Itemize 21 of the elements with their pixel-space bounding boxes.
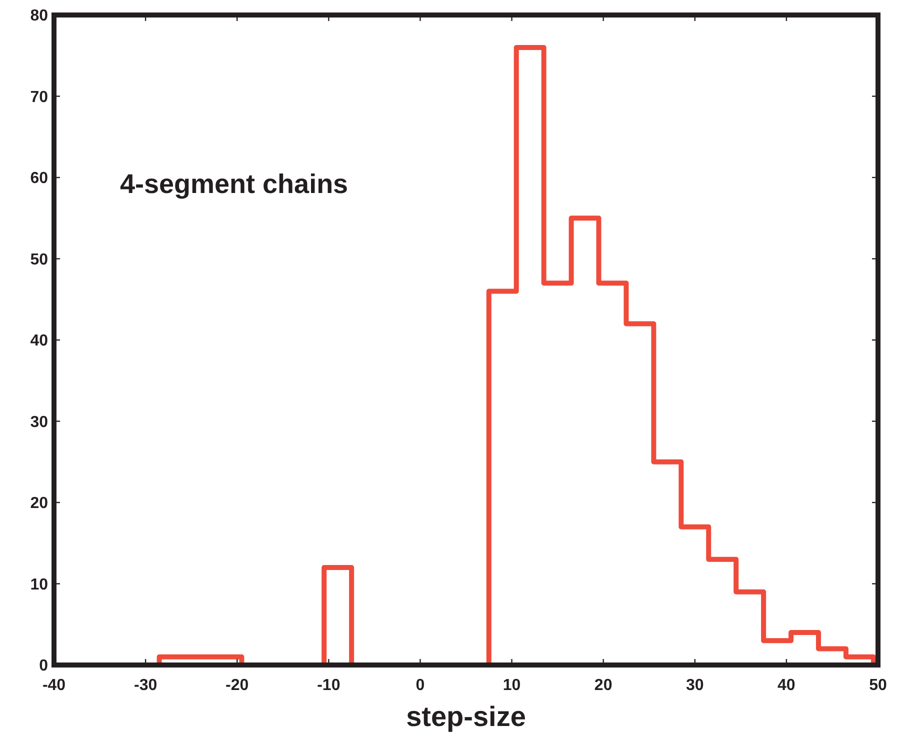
- y-tick-label: 60: [30, 170, 48, 188]
- x-tick-label: 50: [869, 677, 887, 694]
- y-tick-label: 0: [39, 658, 48, 675]
- y-tick-label: 20: [30, 495, 48, 512]
- y-tick-label: 70: [30, 88, 48, 106]
- x-tick-label: 10: [502, 677, 521, 694]
- x-tick-label: 30: [686, 677, 704, 694]
- y-tick-label: 10: [30, 576, 48, 594]
- x-tick-label: 0: [416, 677, 425, 694]
- x-tick-label: -30: [134, 677, 158, 694]
- x-tick-label: -10: [317, 677, 340, 694]
- x-axis-title: step-size: [406, 701, 526, 732]
- x-tick-label: -40: [42, 677, 66, 694]
- y-tick-label: 80: [30, 8, 48, 25]
- annotation: 4-segment chains: [120, 169, 348, 199]
- y-tick-label: 50: [30, 251, 48, 268]
- y-tick-label: 30: [30, 414, 48, 431]
- x-tick-label: 40: [778, 677, 796, 694]
- x-tick-label: 20: [594, 677, 612, 694]
- y-tick-label: 40: [30, 332, 48, 350]
- x-tick-label: -20: [226, 677, 249, 694]
